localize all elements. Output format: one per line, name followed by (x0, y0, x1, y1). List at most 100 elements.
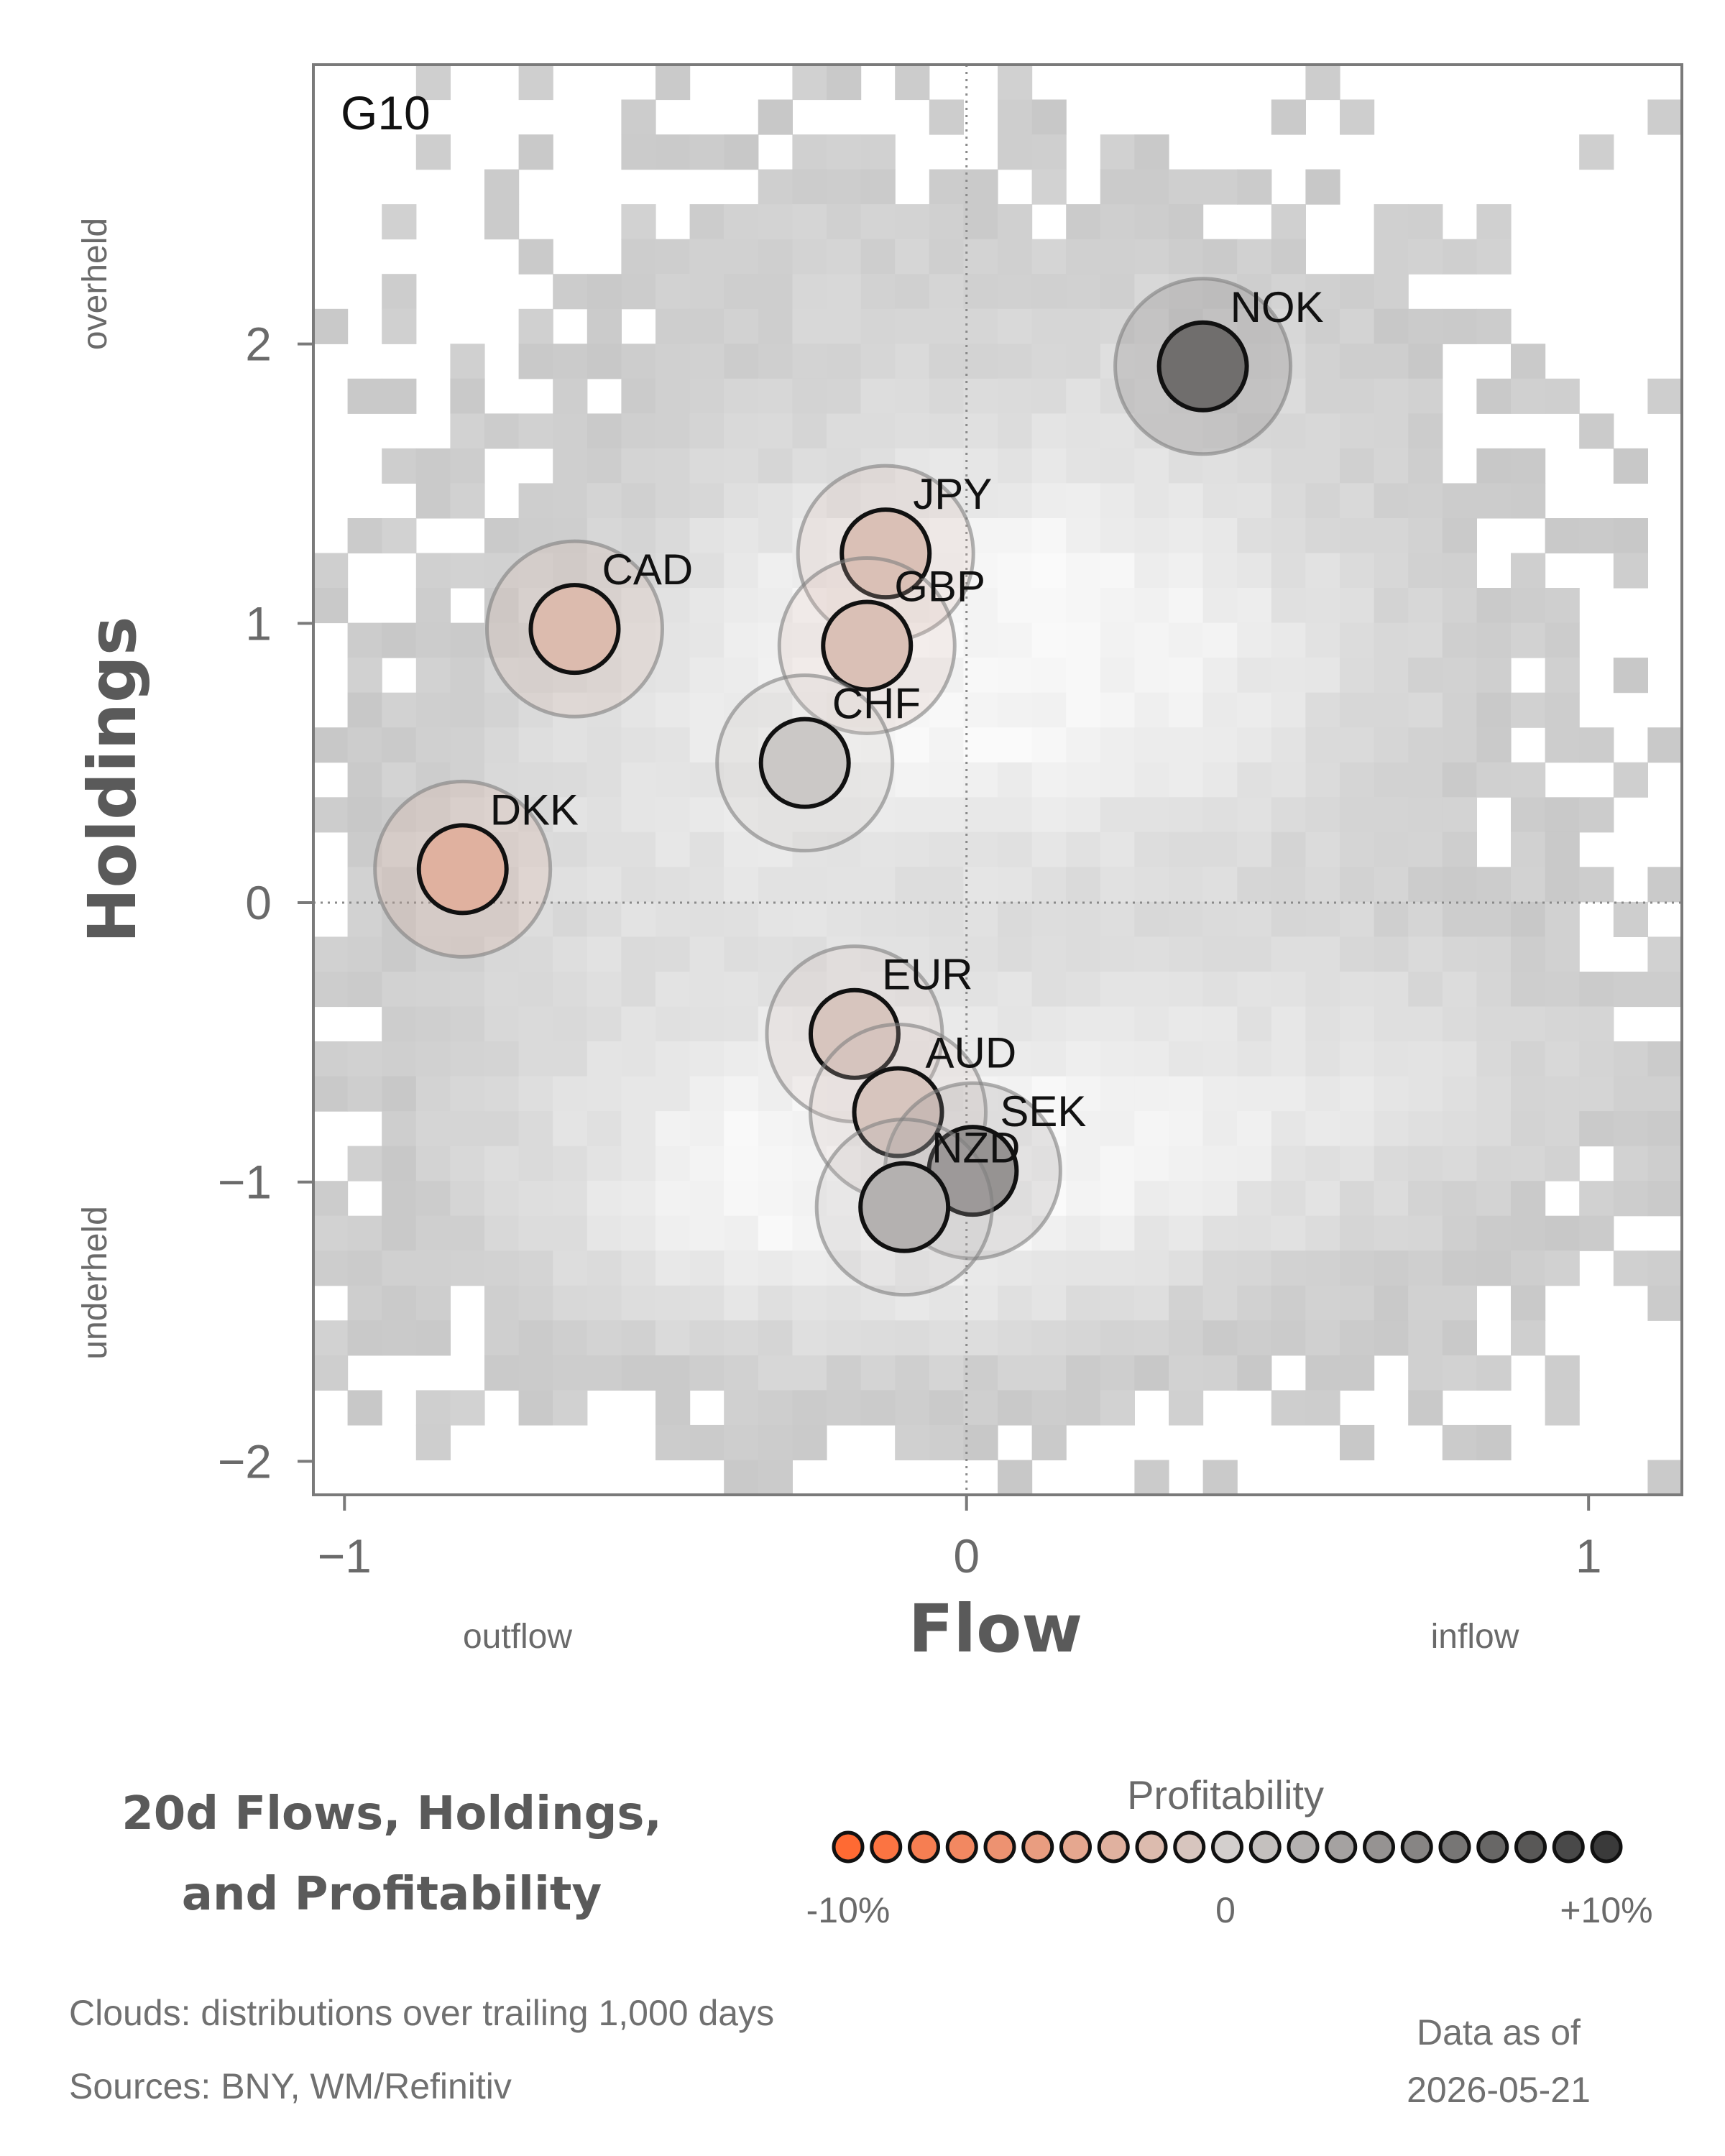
cloud-cell (1031, 134, 1067, 170)
cloud-cell (1476, 1424, 1512, 1460)
cloud-cell (895, 1355, 930, 1391)
cloud-cell (998, 762, 1033, 798)
cloud-cell (621, 936, 656, 972)
sources-note: Sources: BNY, WM/Refinitiv (69, 2066, 512, 2106)
cloud-cell (1442, 1215, 1477, 1251)
cloud-cell (1202, 658, 1238, 694)
cloud-cell (1202, 1111, 1238, 1147)
cloud-cell (724, 1181, 759, 1217)
cloud-cell (963, 1390, 998, 1426)
cloud-cell (621, 622, 656, 658)
cloud-cell (1511, 1215, 1546, 1251)
cloud-cell (724, 1006, 759, 1042)
cloud-cell (1100, 413, 1135, 449)
cloud-cell (1237, 797, 1272, 833)
cloud-cell (1613, 1181, 1648, 1217)
cloud-cell (656, 762, 691, 798)
cloud-cell (1511, 762, 1546, 798)
cloud-cell (347, 1041, 382, 1077)
cloud-cell (1202, 901, 1238, 937)
cloud-cell (553, 1181, 588, 1217)
colorscale-swatch (1363, 1830, 1395, 1864)
cloud-cell (929, 762, 964, 798)
cloud-cell (553, 1006, 588, 1042)
cloud-cell (1408, 413, 1443, 449)
cloud-cell (895, 797, 930, 833)
cloud-cell (1100, 553, 1135, 589)
cloud-cell (1408, 1006, 1443, 1042)
cloud-cell (1442, 588, 1477, 624)
cloud-cell (724, 762, 759, 798)
cloud-cell (827, 1215, 862, 1251)
cloud-cell (1340, 972, 1375, 1008)
cloud-cell (656, 972, 691, 1008)
point-label: SEK (1000, 1087, 1086, 1135)
cloud-cell (656, 65, 691, 101)
cloud-cell (792, 169, 827, 205)
cloud-cell (1442, 308, 1477, 344)
cloud-cell (1031, 831, 1067, 867)
cloud-cell (1305, 344, 1340, 379)
cloud-cell (1169, 901, 1204, 937)
cloud-cell (1134, 239, 1169, 275)
cloud-cell (724, 483, 759, 519)
cloud-cell (382, 972, 417, 1008)
cloud-cell (415, 448, 451, 484)
cloud-cell (998, 901, 1033, 937)
cloud-cell (1374, 204, 1409, 240)
cloud-cell (1169, 1285, 1204, 1321)
colorscale-swatch (1097, 1830, 1130, 1864)
cloud-cell (1031, 1320, 1067, 1356)
cloud-cell (929, 658, 964, 694)
cloud-cell (1271, 413, 1306, 449)
cloud-cell (1169, 797, 1204, 833)
cloud-cell (656, 413, 691, 449)
cloud-cell (1031, 867, 1067, 903)
cloud-cell (1408, 797, 1443, 833)
cloud-cell (1340, 692, 1375, 728)
cloud-cell (1169, 867, 1204, 903)
cloud-cell (1511, 448, 1546, 484)
cloud-cell (1271, 797, 1306, 833)
cloud-cell (1579, 413, 1614, 449)
cloud-cell (518, 1146, 553, 1181)
cloud-cell (1031, 1250, 1067, 1286)
cloud-cell (1134, 658, 1169, 694)
cloud-cell (621, 204, 656, 240)
cloud-cell (1408, 344, 1443, 379)
cloud-cell (415, 1285, 451, 1321)
cloud-cell (450, 658, 485, 694)
cloud-cell (1305, 1250, 1340, 1286)
cloud-cell (1066, 1355, 1101, 1391)
cloud-cell (450, 1181, 485, 1217)
cloud-cell (347, 1285, 382, 1321)
cloud-cell (827, 483, 862, 519)
cloud-cell (1031, 692, 1067, 728)
cloud-cell (1511, 483, 1546, 519)
cloud-cell (382, 1076, 417, 1112)
cloud-cell (347, 1390, 382, 1426)
cloud-cell (1476, 1076, 1512, 1112)
cloud-cell (656, 1424, 691, 1460)
point-gbp: GBP (777, 556, 985, 735)
cloud-cell (553, 972, 588, 1008)
cloud-cell (689, 413, 724, 449)
cloud-cell (450, 692, 485, 728)
cloud-cell (1408, 378, 1443, 414)
cloud-cell (586, 1111, 622, 1147)
cloud-cell (1237, 553, 1272, 589)
cloud-cell (518, 692, 553, 728)
cloud-cell (1066, 727, 1101, 763)
cloud-cell (347, 1250, 382, 1286)
cloud-cell (1169, 727, 1204, 763)
cloud-cell (1442, 553, 1477, 589)
cloud-cell (586, 448, 622, 484)
cloud-cell (689, 1355, 724, 1391)
cloud-cell (1408, 483, 1443, 519)
cloud-cell (313, 936, 349, 972)
cloud-cell (1134, 1460, 1169, 1495)
cloud-cell (758, 901, 793, 937)
cloud-cell (998, 727, 1033, 763)
cloud-cell (382, 378, 417, 414)
point-label: AUD (926, 1029, 1017, 1077)
